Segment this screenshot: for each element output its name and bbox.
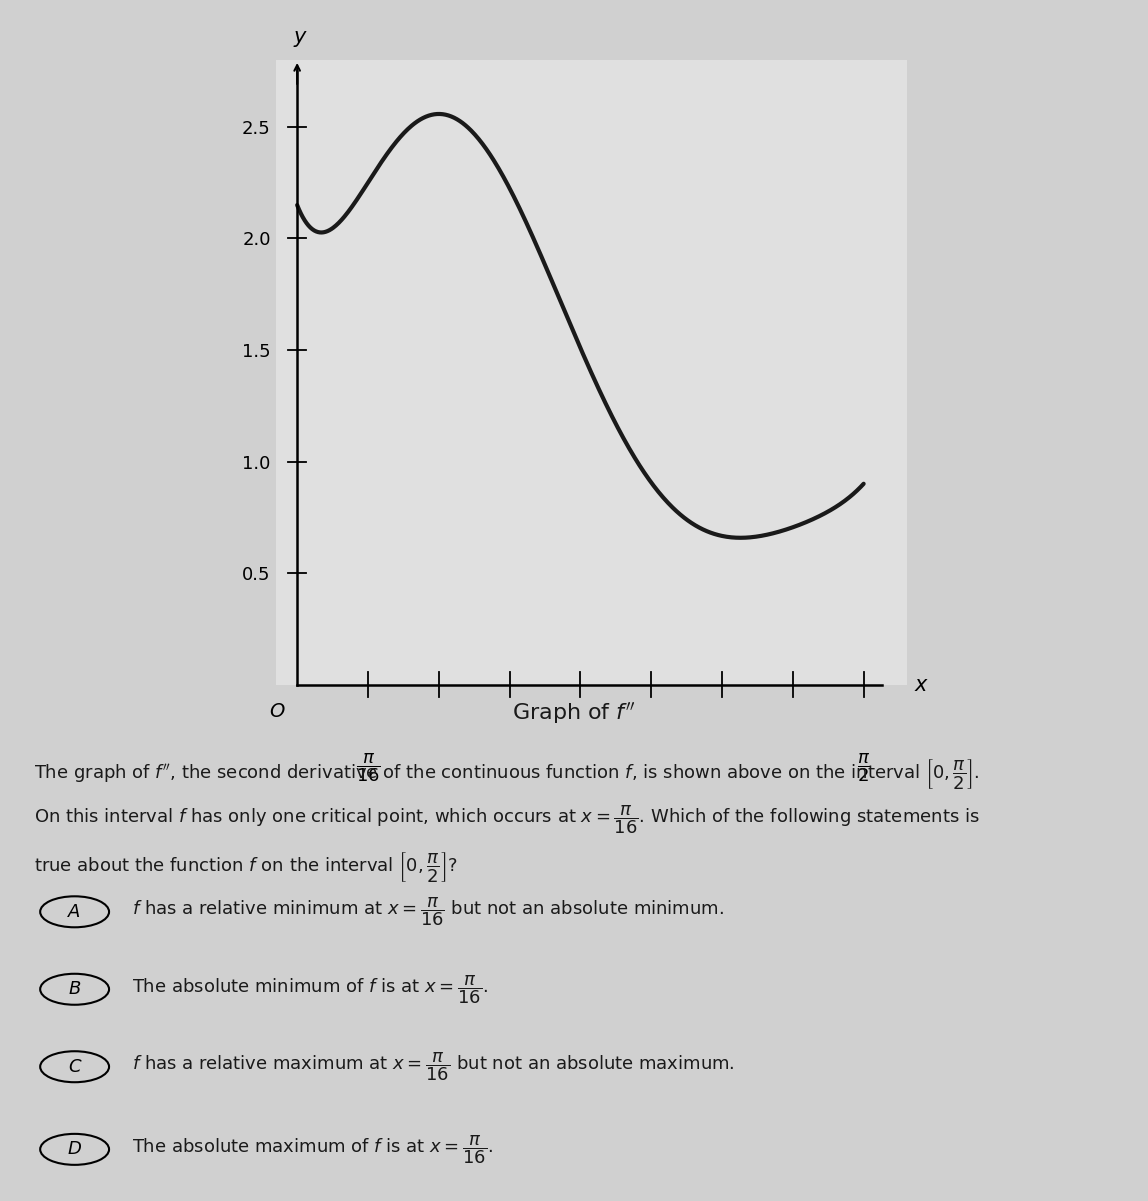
Text: Graph of $f''$: Graph of $f''$ [512, 700, 636, 725]
Text: $O$: $O$ [269, 701, 286, 721]
Text: $\dfrac{\pi}{2}$: $\dfrac{\pi}{2}$ [856, 752, 870, 784]
Text: A: A [69, 903, 80, 921]
Text: D: D [68, 1141, 82, 1158]
Text: $x$: $x$ [914, 675, 929, 694]
Text: B: B [69, 980, 80, 998]
Text: The graph of $f''$, the second derivative of the continuous function $f$, is sho: The graph of $f''$, the second derivativ… [34, 757, 980, 791]
Text: On this interval $f$ has only one critical point, which occurs at $x = \dfrac{\p: On this interval $f$ has only one critic… [34, 803, 980, 836]
Text: C: C [69, 1058, 80, 1076]
Text: $f$ has a relative minimum at $x = \dfrac{\pi}{16}$ but not an absolute minimum.: $f$ has a relative minimum at $x = \dfra… [132, 896, 724, 928]
Text: The absolute minimum of $f$ is at $x = \dfrac{\pi}{16}$.: The absolute minimum of $f$ is at $x = \… [132, 973, 488, 1005]
Text: The absolute maximum of $f$ is at $x = \dfrac{\pi}{16}$.: The absolute maximum of $f$ is at $x = \… [132, 1133, 494, 1166]
Text: true about the function $f$ on the interval $\left[0, \dfrac{\pi}{2}\right]$?: true about the function $f$ on the inter… [34, 850, 458, 884]
Text: $y$: $y$ [293, 29, 309, 49]
Text: $\dfrac{\pi}{16}$: $\dfrac{\pi}{16}$ [356, 752, 380, 784]
Text: $f$ has a relative maximum at $x = \dfrac{\pi}{16}$ but not an absolute maximum.: $f$ has a relative maximum at $x = \dfra… [132, 1051, 735, 1083]
